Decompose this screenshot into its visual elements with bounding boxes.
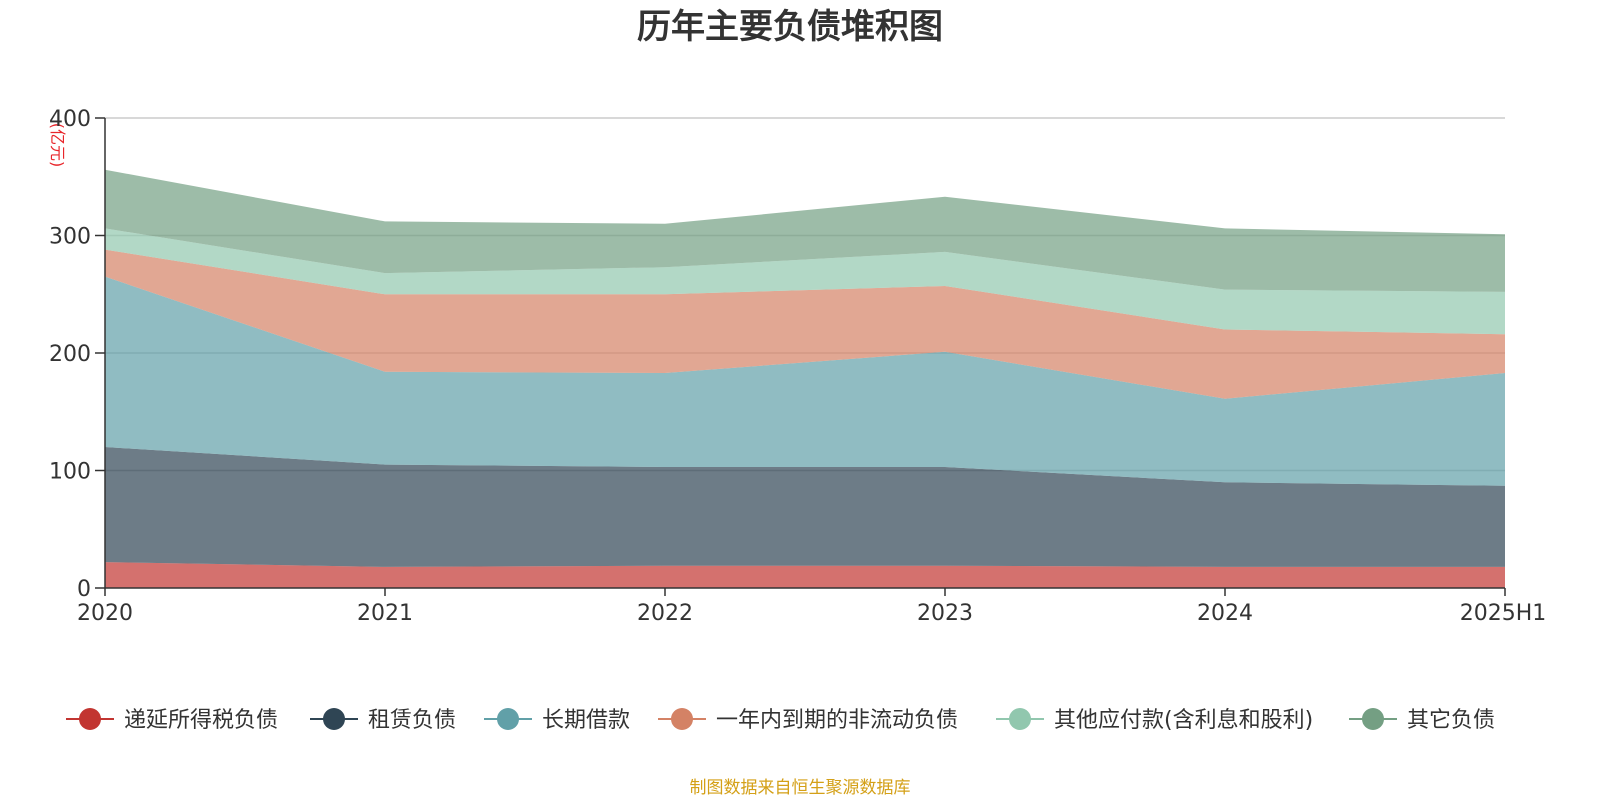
legend-label: 长期借款: [542, 708, 630, 733]
legend-marker: [1009, 708, 1031, 730]
legend-marker: [79, 708, 101, 730]
y-tick-label: 400: [49, 107, 91, 132]
legend: 递延所得税负债 租赁负债 长期借款 一年内到期的非流动负债 其他应付款(含利息和股利) 其…: [66, 708, 1495, 733]
legend-marker: [497, 708, 519, 730]
legend-label: 其他应付款(含利息和股利): [1054, 708, 1313, 733]
legend-item-5[interactable]: 其他应付款(含利息和股利): [996, 708, 1313, 733]
legend-item-3[interactable]: 长期借款: [484, 708, 630, 733]
x-tick-label: 2025H1: [1460, 601, 1547, 626]
y-axis-ticks: 0 100 200 300 400: [49, 107, 91, 602]
legend-item-4[interactable]: 一年内到期的非流动负债: [658, 708, 958, 733]
legend-marker: [1362, 708, 1384, 730]
area-3: [105, 276, 1505, 486]
y-tick-label: 0: [77, 577, 91, 602]
chart-title: 历年主要负债堆积图: [637, 7, 943, 47]
y-tick-label: 300: [49, 225, 91, 250]
legend-label: 一年内到期的非流动负债: [716, 708, 958, 733]
axes: [95, 117, 1506, 596]
x-tick-label: 2020: [77, 601, 133, 626]
x-tick-label: 2021: [357, 601, 413, 626]
area-6: [105, 169, 1505, 292]
area-2: [105, 447, 1505, 567]
area-1: [105, 562, 1505, 588]
y-tick-label: 100: [49, 460, 91, 485]
x-tick-label: 2022: [637, 601, 693, 626]
y-axis-unit-label: (亿元): [48, 123, 67, 168]
x-axis-ticks: 2020 2021 2022 2023 2024 2025H1: [77, 601, 1546, 626]
legend-item-1[interactable]: 递延所得税负债: [66, 708, 278, 733]
y-tick-label: 200: [49, 342, 91, 367]
legend-label: 租赁负债: [368, 708, 456, 733]
x-tick-label: 2023: [917, 601, 973, 626]
x-tick-label: 2024: [1197, 601, 1253, 626]
legend-marker: [323, 708, 345, 730]
legend-item-6[interactable]: 其它负债: [1349, 708, 1495, 733]
legend-marker: [671, 708, 693, 730]
area-series: [105, 169, 1505, 588]
legend-label: 其它负债: [1407, 708, 1495, 733]
legend-item-2[interactable]: 租赁负债: [310, 708, 456, 733]
area-4: [105, 249, 1505, 399]
legend-label: 递延所得税负债: [124, 708, 278, 733]
area-5: [105, 228, 1505, 335]
data-source-note: 制图数据来自恒生聚源数据库: [690, 778, 911, 798]
